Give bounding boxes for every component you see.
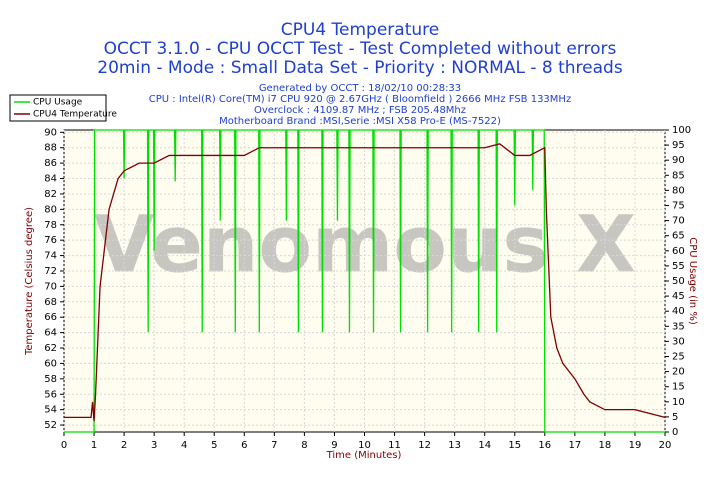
- y-tick-label: 76: [44, 235, 57, 246]
- y-tick-label: 82: [44, 189, 57, 200]
- x-axis-label: Time (Minutes): [326, 450, 402, 461]
- y2-tick-label: 30: [672, 336, 685, 347]
- subtitle: 20min - Mode : Small Data Set - Priority…: [97, 58, 623, 78]
- y-tick-label: 54: [44, 405, 57, 416]
- y2-axis-label: CPU Usage (in %): [687, 237, 698, 325]
- y-tick-label: 72: [44, 266, 57, 277]
- watermark: Venomous X: [94, 200, 636, 290]
- y2-tick-label: 85: [672, 170, 685, 181]
- y2-tick-label: 75: [672, 201, 685, 212]
- y2-tick-label: 20: [672, 367, 685, 378]
- info: Overclock : 4109.87 MHz ; FSB 205.48Mhz: [254, 105, 466, 116]
- y-tick-label: 66: [44, 312, 57, 323]
- x-tick-label: 20: [659, 440, 672, 451]
- y2-tick-label: 35: [672, 321, 685, 332]
- y-tick-label: 52: [44, 420, 57, 431]
- x-tick-label: 19: [629, 440, 642, 451]
- x-tick-label: 17: [568, 440, 581, 451]
- chart-title: CPU4 Temperature: [281, 20, 439, 40]
- y-tick-label: 68: [44, 297, 57, 308]
- x-tick-label: 5: [211, 440, 217, 451]
- y2-tick-label: 50: [672, 276, 685, 287]
- x-tick-label: 10: [358, 440, 371, 451]
- plot-area: [63, 129, 666, 433]
- y-tick-label: 58: [44, 374, 57, 385]
- legend: [9, 94, 107, 122]
- y-tick-label: 88: [44, 143, 57, 154]
- series-line: [64, 143, 666, 422]
- subtitle: OCCT 3.1.0 - CPU OCCT Test - Test Comple…: [104, 39, 617, 59]
- y2-tick-label: 80: [672, 185, 685, 196]
- y2-tick-label: 60: [672, 246, 685, 257]
- x-tick-label: 16: [538, 440, 551, 451]
- y2-tick-label: 55: [672, 261, 685, 272]
- series-line: [64, 129, 665, 433]
- y2-tick-label: 100: [672, 125, 691, 136]
- legend-label: CPU Usage: [33, 98, 83, 108]
- y-tick-label: 86: [44, 158, 57, 169]
- y-tick-label: 90: [44, 127, 57, 138]
- y-tick-label: 64: [44, 328, 57, 339]
- x-tick-label: 4: [181, 440, 187, 451]
- info: CPU : Intel(R) Core(TM) i7 CPU 920 @ 2.6…: [149, 94, 571, 105]
- y2-tick-label: 40: [672, 306, 685, 317]
- y2-tick-label: 25: [672, 352, 685, 363]
- x-tick-label: 7: [271, 440, 277, 451]
- y2-tick-label: 10: [672, 397, 685, 408]
- x-tick-label: 2: [121, 440, 127, 451]
- x-tick-label: 14: [478, 440, 491, 451]
- x-tick-label: 8: [301, 440, 307, 451]
- y2-tick-label: 90: [672, 155, 685, 166]
- x-tick-label: 6: [241, 440, 247, 451]
- y2-tick-label: 65: [672, 231, 685, 242]
- x-tick-label: 18: [599, 440, 612, 451]
- y-tick-label: 84: [44, 174, 57, 185]
- info: Generated by OCCT : 18/02/10 00:28:33: [259, 83, 461, 94]
- x-tick-label: 9: [331, 440, 337, 451]
- y-tick-label: 74: [44, 251, 57, 262]
- y-tick-label: 56: [44, 389, 57, 400]
- y2-tick-label: 45: [672, 291, 685, 302]
- y2-tick-label: 15: [672, 382, 685, 393]
- y-tick-label: 62: [44, 343, 57, 354]
- info: Motherboard Brand :MSI,Serie :MSI X58 Pr…: [219, 116, 501, 127]
- x-tick-label: 15: [508, 440, 521, 451]
- y2-tick-label: 0: [672, 427, 678, 438]
- x-tick-label: 12: [418, 440, 431, 451]
- y2-tick-label: 95: [672, 140, 685, 151]
- x-tick-label: 3: [151, 440, 157, 451]
- y2-tick-label: 5: [672, 412, 678, 423]
- y-tick-label: 80: [44, 204, 57, 215]
- legend-label: CPU4 Temperature: [33, 110, 117, 120]
- y2-tick-label: 70: [672, 216, 685, 227]
- x-tick-label: 13: [448, 440, 461, 451]
- x-tick-label: 0: [61, 440, 67, 451]
- y-axis-label: Temperature (Celsius degree): [24, 207, 35, 356]
- x-tick-label: 1: [91, 440, 97, 451]
- y-tick-label: 70: [44, 281, 57, 292]
- y-tick-label: 78: [44, 220, 57, 231]
- x-tick-label: 11: [388, 440, 401, 451]
- y-tick-label: 60: [44, 358, 57, 369]
